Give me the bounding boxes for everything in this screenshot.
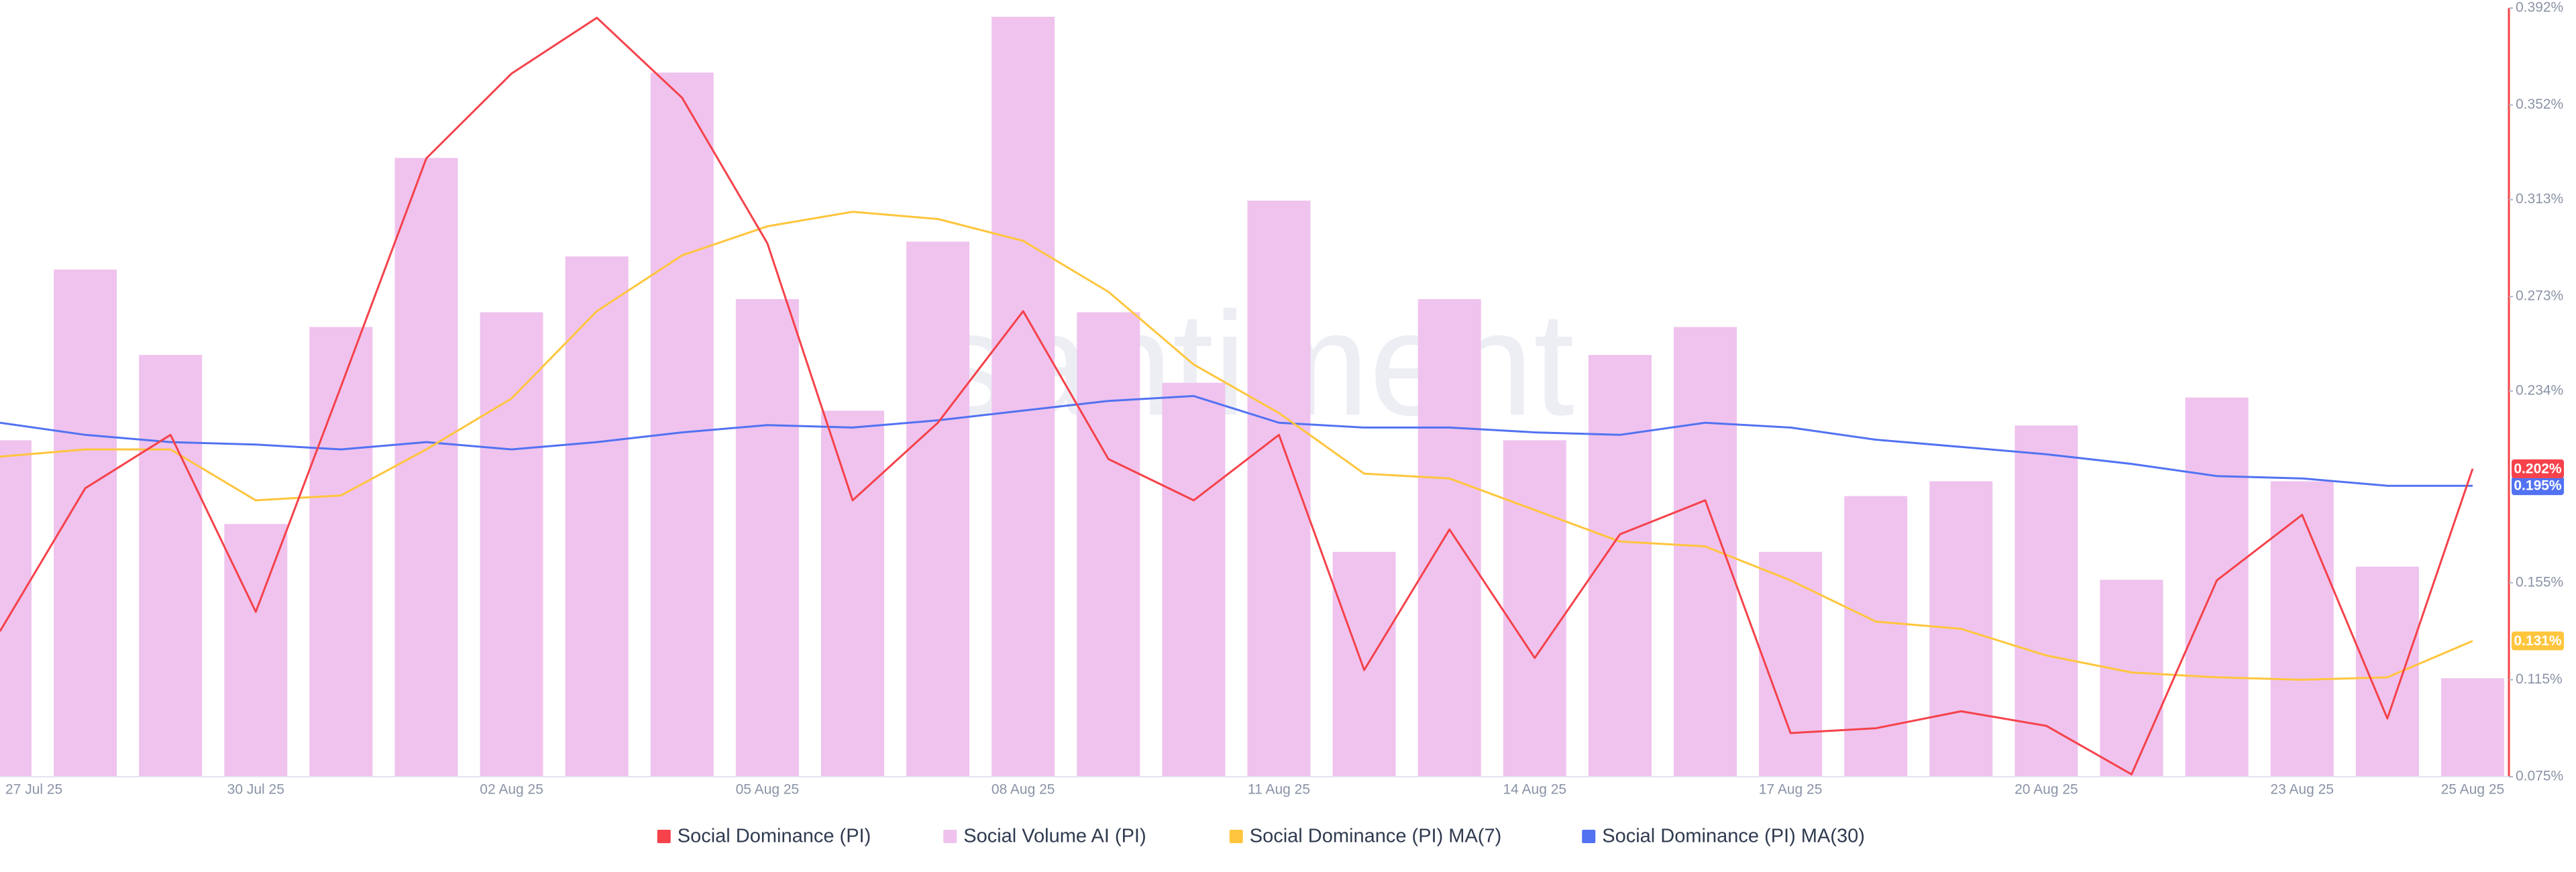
- bar: [1674, 327, 1737, 777]
- bar: [1162, 382, 1226, 777]
- line: [0, 211, 2473, 681]
- x-tick-label: 11 Aug 25: [1248, 782, 1310, 798]
- legend-swatch: [1582, 830, 1596, 843]
- value-label: 0.131%: [2514, 633, 2562, 649]
- legend-label: Social Volume AI (PI): [963, 826, 1146, 847]
- x-tick-label: 30 Jul 25: [227, 782, 284, 798]
- bar: [2355, 566, 2419, 777]
- bar: [1844, 496, 1908, 777]
- bar: [309, 327, 373, 777]
- bar: [991, 17, 1055, 777]
- x-tick-label: 17 Aug 25: [1759, 782, 1823, 798]
- value-badge: [2512, 476, 2564, 496]
- x-tick-label: 14 Aug 25: [1503, 782, 1567, 798]
- bar: [821, 411, 884, 777]
- y-tick-label: 0.313%: [2516, 191, 2563, 207]
- legend: Social Dominance (PI) Social Volume AI (P…: [657, 826, 1865, 847]
- bar: [480, 312, 543, 777]
- bar: [906, 241, 970, 777]
- x-tick-label: 20 Aug 25: [2015, 782, 2078, 798]
- x-tick-label: 23 Aug 25: [2270, 782, 2334, 798]
- y-tick-label: 0.155%: [2516, 574, 2563, 590]
- bar: [735, 298, 799, 777]
- line: [0, 17, 2474, 775]
- y-tick-label: 0.115%: [2516, 671, 2563, 687]
- y-tick-label: 0.392%: [2516, 0, 2563, 15]
- bar: [0, 440, 32, 777]
- bar: [1417, 298, 1481, 777]
- legend-swatch: [943, 830, 957, 843]
- x-tick-label: 25 Aug 25: [2441, 782, 2505, 798]
- legend-label: Social Dominance (PI) MA(7): [1250, 826, 1502, 847]
- x-tick-label: 27 Jul 25: [5, 782, 62, 798]
- bar: [2015, 425, 2078, 777]
- bar: [650, 72, 714, 777]
- x-tick-label: 05 Aug 25: [736, 782, 800, 798]
- bar: [2100, 580, 2163, 777]
- bar: [1503, 440, 1566, 777]
- value-badge: [2512, 459, 2564, 478]
- axis-layer: 0.075% 0.115% 0.155% 0.234% 0.273% 0.313% 0.35…: [0, 0, 2564, 798]
- bar: [394, 158, 458, 777]
- bar: [2270, 481, 2334, 777]
- legend-swatch: [1229, 830, 1243, 843]
- x-tick-label: 02 Aug 25: [480, 782, 543, 798]
- bar: [54, 269, 117, 777]
- bar-layer: [0, 17, 2504, 777]
- bar: [139, 355, 203, 777]
- bar: [2185, 397, 2249, 777]
- bar: [565, 256, 629, 777]
- y-tick-label: 0.234%: [2516, 383, 2563, 398]
- line-layer: [0, 17, 2474, 775]
- bar: [1247, 201, 1311, 777]
- value-label: 0.202%: [2514, 461, 2562, 476]
- legend-label: Social Dominance (PI) MA(30): [1602, 826, 1865, 847]
- bar: [2440, 678, 2504, 777]
- y-tick-label: 0.075%: [2516, 769, 2563, 784]
- legend-label: Social Dominance (PI): [678, 826, 871, 847]
- bar: [224, 524, 288, 777]
- line: [0, 394, 2473, 487]
- y-tick-label: 0.352%: [2516, 97, 2563, 112]
- bar: [1759, 551, 1823, 777]
- value-badge: [2512, 631, 2564, 651]
- bar: [1332, 551, 1396, 777]
- value-label: 0.195%: [2514, 478, 2562, 494]
- y-tick-label: 0.273%: [2516, 288, 2563, 304]
- x-tick-label: 08 Aug 25: [991, 782, 1055, 798]
- legend-swatch: [657, 830, 671, 843]
- bar: [1077, 312, 1140, 777]
